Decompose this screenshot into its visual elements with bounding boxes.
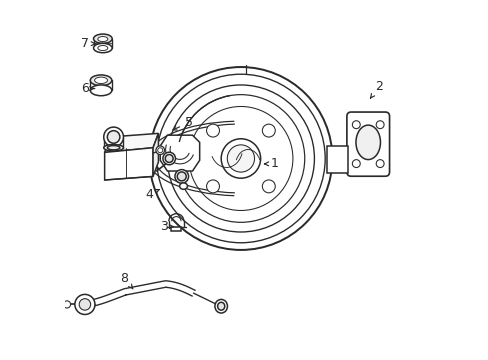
Text: 8: 8 — [120, 272, 133, 289]
Ellipse shape — [179, 183, 187, 189]
Circle shape — [375, 159, 383, 167]
Polygon shape — [104, 134, 158, 152]
Circle shape — [156, 74, 325, 243]
Text: 1: 1 — [264, 157, 278, 170]
Ellipse shape — [355, 125, 380, 159]
Polygon shape — [160, 135, 199, 171]
Ellipse shape — [103, 144, 123, 151]
Ellipse shape — [98, 37, 108, 41]
Ellipse shape — [90, 75, 112, 86]
Circle shape — [79, 299, 90, 310]
Circle shape — [167, 85, 314, 232]
Circle shape — [63, 301, 70, 308]
Circle shape — [227, 145, 254, 172]
Circle shape — [375, 121, 383, 129]
Ellipse shape — [214, 300, 227, 313]
Circle shape — [149, 67, 332, 250]
Polygon shape — [171, 227, 181, 231]
Circle shape — [156, 146, 164, 154]
Ellipse shape — [93, 34, 112, 43]
Ellipse shape — [94, 77, 107, 84]
Circle shape — [352, 159, 360, 167]
Text: 2: 2 — [370, 80, 382, 98]
Circle shape — [177, 95, 304, 222]
Text: 4: 4 — [145, 188, 159, 201]
Ellipse shape — [93, 43, 112, 53]
Circle shape — [262, 180, 275, 193]
Circle shape — [352, 121, 360, 129]
Polygon shape — [153, 134, 158, 176]
Ellipse shape — [165, 154, 173, 162]
Circle shape — [158, 148, 163, 153]
Circle shape — [75, 294, 95, 315]
Circle shape — [188, 107, 292, 211]
Text: 5: 5 — [173, 116, 193, 130]
Circle shape — [206, 180, 219, 193]
Ellipse shape — [107, 131, 120, 143]
Ellipse shape — [103, 127, 123, 147]
Circle shape — [262, 124, 275, 137]
Ellipse shape — [177, 172, 186, 181]
FancyBboxPatch shape — [346, 112, 389, 176]
Ellipse shape — [217, 302, 224, 310]
Ellipse shape — [163, 152, 175, 165]
Ellipse shape — [175, 170, 188, 183]
Text: 7: 7 — [81, 37, 95, 50]
Ellipse shape — [90, 85, 112, 96]
Ellipse shape — [98, 45, 108, 50]
Ellipse shape — [107, 145, 120, 150]
Polygon shape — [104, 148, 153, 180]
Polygon shape — [326, 146, 348, 173]
Text: 6: 6 — [81, 82, 94, 95]
Circle shape — [206, 124, 219, 137]
Circle shape — [221, 139, 260, 178]
Text: 3: 3 — [160, 220, 173, 233]
